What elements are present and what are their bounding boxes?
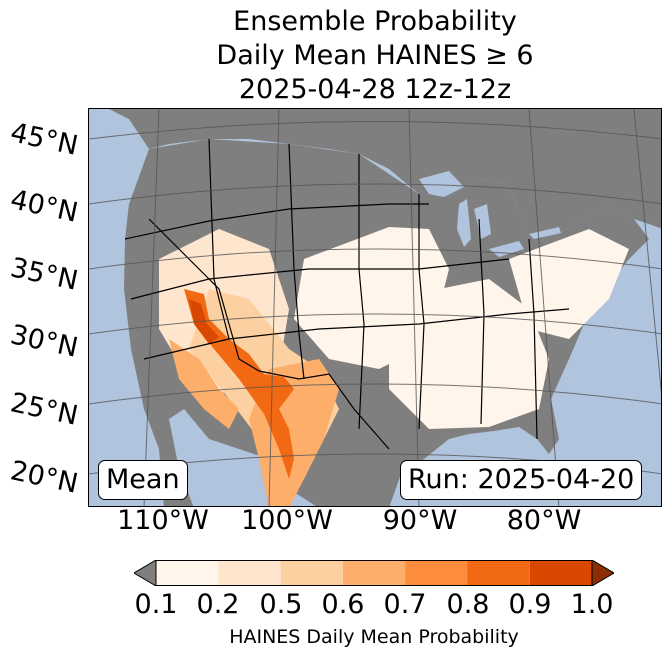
title-line-2: Daily Mean HAINES ≥ 6 — [216, 40, 534, 71]
colorbar-frame — [155, 560, 593, 586]
colorbar-label: HAINES Daily Mean Probability — [229, 626, 519, 648]
map-canvas — [89, 109, 661, 506]
prob-southeast — [389, 279, 549, 429]
colorbar-bin-1 — [156, 560, 219, 586]
colorbar-over — [591, 560, 614, 586]
lat-label-35: 35°N — [7, 252, 81, 297]
lon-label-100: 100°W — [241, 505, 333, 536]
colorbar-bin-2 — [218, 560, 281, 586]
lat-label-45: 45°N — [7, 117, 81, 162]
meridians — [143, 109, 661, 506]
colorbar-tick-0.1: 0.1 — [134, 589, 178, 620]
colorbar-tick-0.6: 0.6 — [321, 589, 365, 620]
colorbar-tick-0.2: 0.2 — [196, 589, 240, 620]
mean-label: Mean — [98, 460, 188, 500]
colorbar-bin-5 — [405, 560, 468, 586]
title-line-1: Ensemble Probability — [233, 6, 517, 37]
canada-land — [89, 109, 661, 239]
colorbar-tick-0.5: 0.5 — [259, 589, 303, 620]
colorbar-bin-6 — [467, 560, 530, 586]
lat-label-20: 20°N — [7, 455, 81, 500]
colorbar-bin-7 — [529, 560, 592, 586]
title-line-3: 2025-04-28 12z-12z — [238, 74, 512, 105]
prob-shading — [159, 227, 629, 506]
lon-label-110: 110°W — [117, 505, 209, 536]
lat-label-25: 25°N — [7, 387, 81, 432]
colorbar-tick-0.7: 0.7 — [383, 589, 427, 620]
lon-label-80: 80°W — [506, 505, 582, 536]
lat-label-40: 40°N — [7, 184, 81, 229]
colorbar-bin-4 — [342, 560, 406, 586]
lon-label-90: 90°W — [382, 505, 458, 536]
run-date-label: Run: 2025-04-20 — [400, 460, 643, 500]
colorbar-tick-0.8: 0.8 — [446, 589, 490, 620]
colorbar-bin-3 — [280, 560, 343, 586]
great-lakes — [419, 171, 561, 257]
colorbar-tick-1.0: 1.0 — [570, 589, 614, 620]
colorbar — [134, 560, 614, 586]
map-panel — [88, 108, 662, 507]
colorbar-under — [134, 560, 157, 586]
colorbar-tick-0.9: 0.9 — [508, 589, 552, 620]
prob-southwest-2 — [169, 339, 239, 429]
lat-label-30: 30°N — [7, 319, 81, 364]
state-borders — [124, 138, 570, 450]
